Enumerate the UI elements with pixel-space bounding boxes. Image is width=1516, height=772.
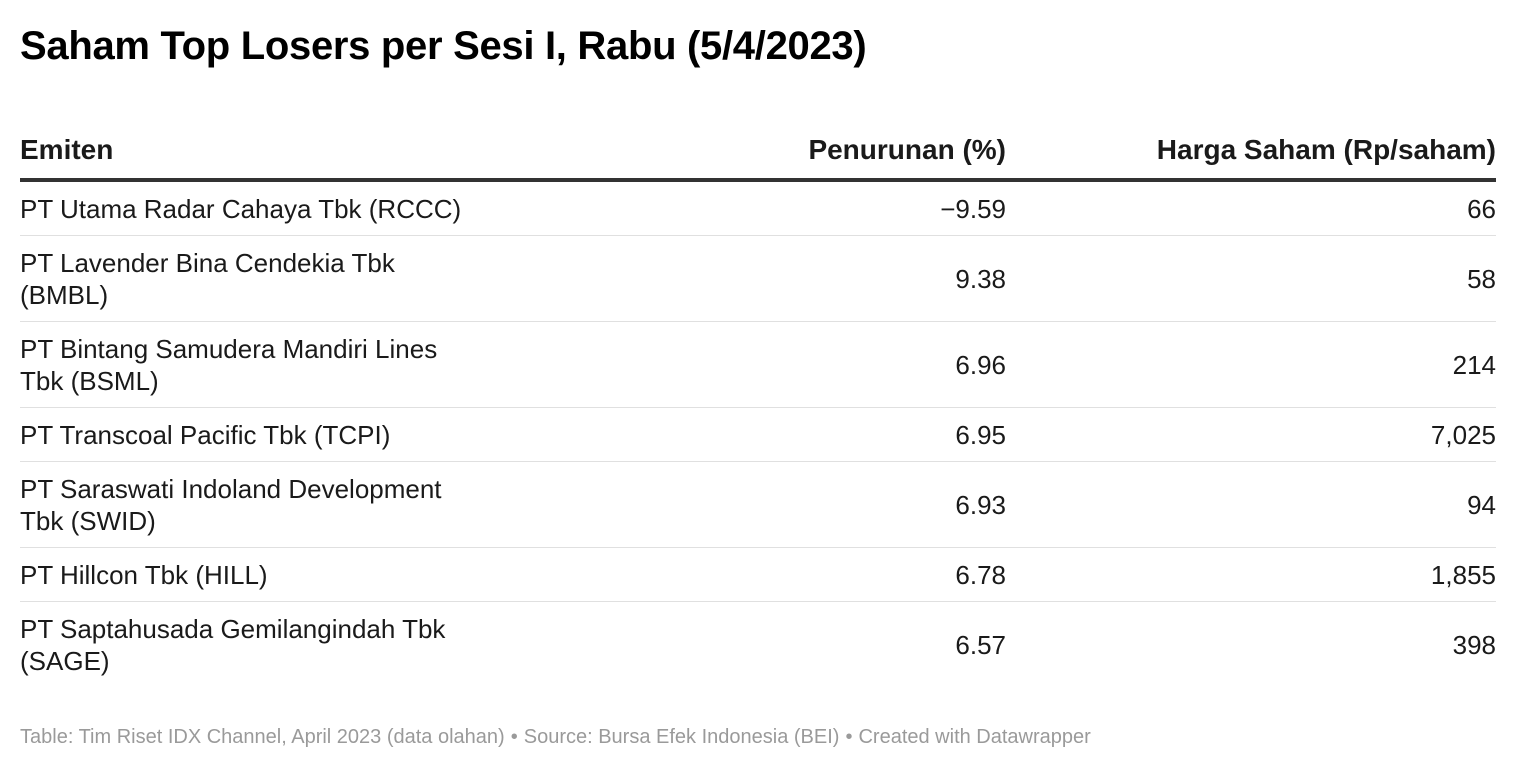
cell-harga: 94	[1006, 461, 1496, 548]
footer-created-with[interactable]: Created with Datawrapper	[858, 726, 1091, 748]
table-row: PT Utama Radar Cahaya Tbk (RCCC) −9.59 6…	[20, 180, 1496, 236]
cell-penurunan: 6.78	[520, 547, 1006, 602]
cell-harga: 398	[1452, 629, 1496, 660]
cell-penurunan: 6.93	[520, 461, 1006, 548]
cell-penurunan: 9.38	[520, 235, 1006, 322]
column-header-harga[interactable]: Harga Saham (Rp/saham)	[1006, 122, 1496, 182]
table-row: PT Lavender Bina Cendekia Tbk (BMBL) 9.3…	[20, 235, 1496, 322]
cell-penurunan: 6.96	[520, 321, 1006, 408]
column-header-emiten[interactable]: Emiten	[20, 122, 520, 182]
cell-emiten: PT Saptahusada Gemilangindah Tbk (SAGE)	[20, 613, 446, 676]
column-header-penurunan[interactable]: Penurunan (%)	[520, 122, 1006, 182]
table-row: PT Hillcon Tbk (HILL) 6.78 1,855	[20, 547, 1496, 602]
footer-separator: •	[845, 726, 853, 748]
footer-source[interactable]: Source: Bursa Efek Indonesia (BEI)	[523, 726, 840, 748]
cell-emiten: PT Utama Radar Cahaya Tbk (RCCC)	[20, 180, 520, 236]
cell-penurunan: −9.59	[520, 180, 1006, 236]
table-row: PT Bintang Samudera Mandiri Lines Tbk (B…	[20, 321, 1496, 408]
cell-emiten: PT Lavender Bina Cendekia Tbk (BMBL)	[20, 235, 520, 322]
cell-penurunan: 6.57	[955, 629, 1006, 660]
footer-separator: •	[510, 726, 518, 748]
cell-harga: 58	[1006, 235, 1496, 322]
table-row: PT Saptahusada Gemilangindah Tbk (SAGE) …	[20, 602, 1496, 688]
cell-emiten: PT Saraswati Indoland Development Tbk (S…	[20, 461, 520, 548]
chart-title: Saham Top Losers per Sesi I, Rabu (5/4/2…	[20, 24, 867, 68]
cell-penurunan: 6.95	[520, 407, 1006, 462]
cell-emiten: PT Hillcon Tbk (HILL)	[20, 547, 520, 602]
footer-credits: Table: Tim Riset IDX Channel, April 2023…	[20, 726, 1091, 749]
table-row: PT Saraswati Indoland Development Tbk (S…	[20, 461, 1496, 548]
footer-table-note: Table: Tim Riset IDX Channel, April 2023…	[20, 726, 505, 748]
cell-harga: 214	[1006, 321, 1496, 408]
cell-harga: 66	[1006, 180, 1496, 236]
cell-harga: 1,855	[1006, 547, 1496, 602]
table-header-row: Emiten Penurunan (%) Harga Saham (Rp/sah…	[20, 122, 1496, 182]
table-container: Saham Top Losers per Sesi I, Rabu (5/4/2…	[20, 0, 1496, 676]
cell-harga: 7,025	[1006, 407, 1496, 462]
table-row: PT Transcoal Pacific Tbk (TCPI) 6.95 7,0…	[20, 407, 1496, 462]
cell-emiten: PT Bintang Samudera Mandiri Lines Tbk (B…	[20, 321, 520, 408]
cell-emiten: PT Transcoal Pacific Tbk (TCPI)	[20, 407, 520, 462]
data-table: Emiten Penurunan (%) Harga Saham (Rp/sah…	[20, 122, 1496, 687]
